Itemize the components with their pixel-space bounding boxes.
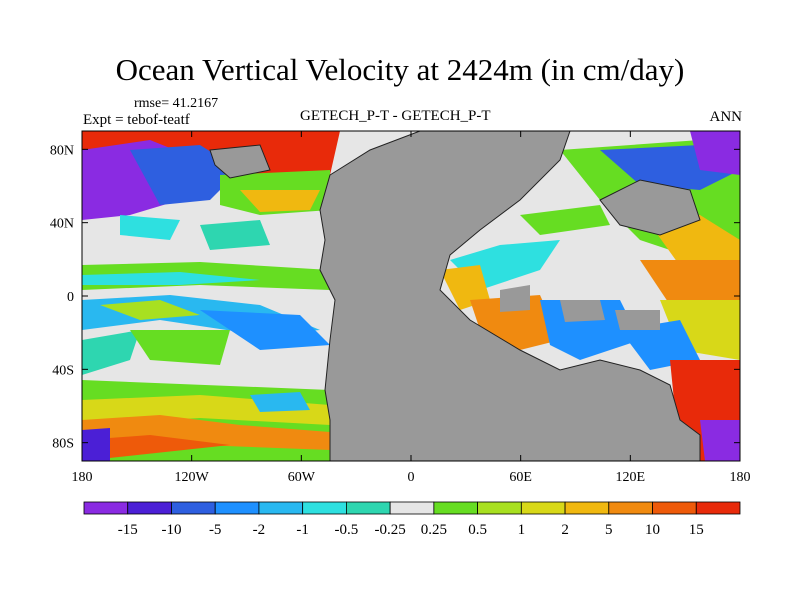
comparison-label: GETECH_P-T - GETECH_P-T xyxy=(300,108,491,124)
lon-tick-label: 0 xyxy=(408,470,415,485)
colorbar-level-label: 5 xyxy=(605,522,613,538)
lat-tick-label: 40N xyxy=(50,217,74,232)
field-patch xyxy=(200,310,330,350)
colorbar-level-label: 10 xyxy=(645,522,660,538)
lat-tick-label: 40S xyxy=(52,363,74,378)
lon-tick-label: 60W xyxy=(288,470,316,485)
field-patch xyxy=(130,330,230,365)
colorbar-level-label: -1 xyxy=(296,522,309,538)
colorbar-swatch xyxy=(564,501,610,515)
colorbar-swatch xyxy=(171,501,216,515)
colorbar-level-label: 2 xyxy=(561,522,569,538)
colorbar-level-label: -0.25 xyxy=(375,522,406,538)
field-patch xyxy=(120,215,180,240)
field-patch xyxy=(82,428,110,461)
field-patch xyxy=(130,145,240,205)
lon-tick-label: 120E xyxy=(616,470,646,485)
map-title: Ocean Vertical Velocity at 2424m (in cm/… xyxy=(115,52,685,87)
colorbar-swatch xyxy=(83,501,129,515)
field-patch xyxy=(440,265,490,310)
lat-tick-label: 0 xyxy=(67,290,74,305)
colorbar-swatch xyxy=(389,501,435,515)
land-mass xyxy=(560,300,605,322)
colorbar-level-label: -15 xyxy=(118,522,138,538)
experiment-label: Expt = tebof-teatf xyxy=(83,112,190,128)
colorbar-level-label: -2 xyxy=(253,522,266,538)
lon-tick-label: 180 xyxy=(730,470,751,485)
colorbar-level-label: 1 xyxy=(518,522,526,538)
colorbar-swatch xyxy=(652,501,697,515)
colorbar-level-label: -5 xyxy=(209,522,222,538)
colorbar-level-label: -10 xyxy=(161,522,181,538)
land-mass xyxy=(615,310,660,330)
field-patch xyxy=(690,131,740,175)
field-patch xyxy=(200,220,270,250)
lon-tick-label: 120W xyxy=(175,470,210,485)
colorbar-swatch xyxy=(127,501,172,515)
colorbar-swatch xyxy=(258,501,304,515)
colorbar-level-label: 0.25 xyxy=(421,522,447,538)
field-patch xyxy=(520,205,610,235)
map-field xyxy=(82,131,740,461)
lon-tick-label: 60E xyxy=(509,470,532,485)
land-mass xyxy=(599,179,701,236)
colorbar-swatch xyxy=(520,501,566,515)
axis-ticks: 180 120W 60W 0 60E 120E 180 80N 40N 0 40S 80S xyxy=(50,131,751,485)
colorbar-swatch xyxy=(608,501,653,515)
colorbar-level-label: -0.5 xyxy=(335,522,359,538)
field-patch xyxy=(700,420,740,461)
lat-tick-label: 80N xyxy=(50,143,74,158)
colorbar-level-label: 0.5 xyxy=(468,522,487,538)
field-patch xyxy=(82,330,140,375)
field-patch xyxy=(100,300,200,320)
field-patch xyxy=(82,272,260,285)
field-patch xyxy=(250,392,310,412)
land-mass xyxy=(319,131,701,461)
colorbar-swatch xyxy=(214,501,260,515)
colorbar-swatch xyxy=(302,501,347,515)
colorbar-swatch xyxy=(345,501,391,515)
lat-tick-label: 80S xyxy=(52,437,74,452)
lon-tick-label: 180 xyxy=(72,470,93,485)
field-patch xyxy=(82,435,230,461)
field-patch xyxy=(620,320,700,370)
field-patch xyxy=(240,190,320,212)
colorbar-swatch xyxy=(433,501,479,515)
colorbar-swatch xyxy=(695,501,741,515)
season-label: ANN xyxy=(709,109,743,125)
land-mass xyxy=(500,285,530,312)
colorbar-swatch xyxy=(477,501,522,515)
land-mass xyxy=(209,144,271,179)
rmse-label: rmse= 41.2167 xyxy=(134,96,219,111)
colorbar-level-label: 15 xyxy=(689,522,704,538)
